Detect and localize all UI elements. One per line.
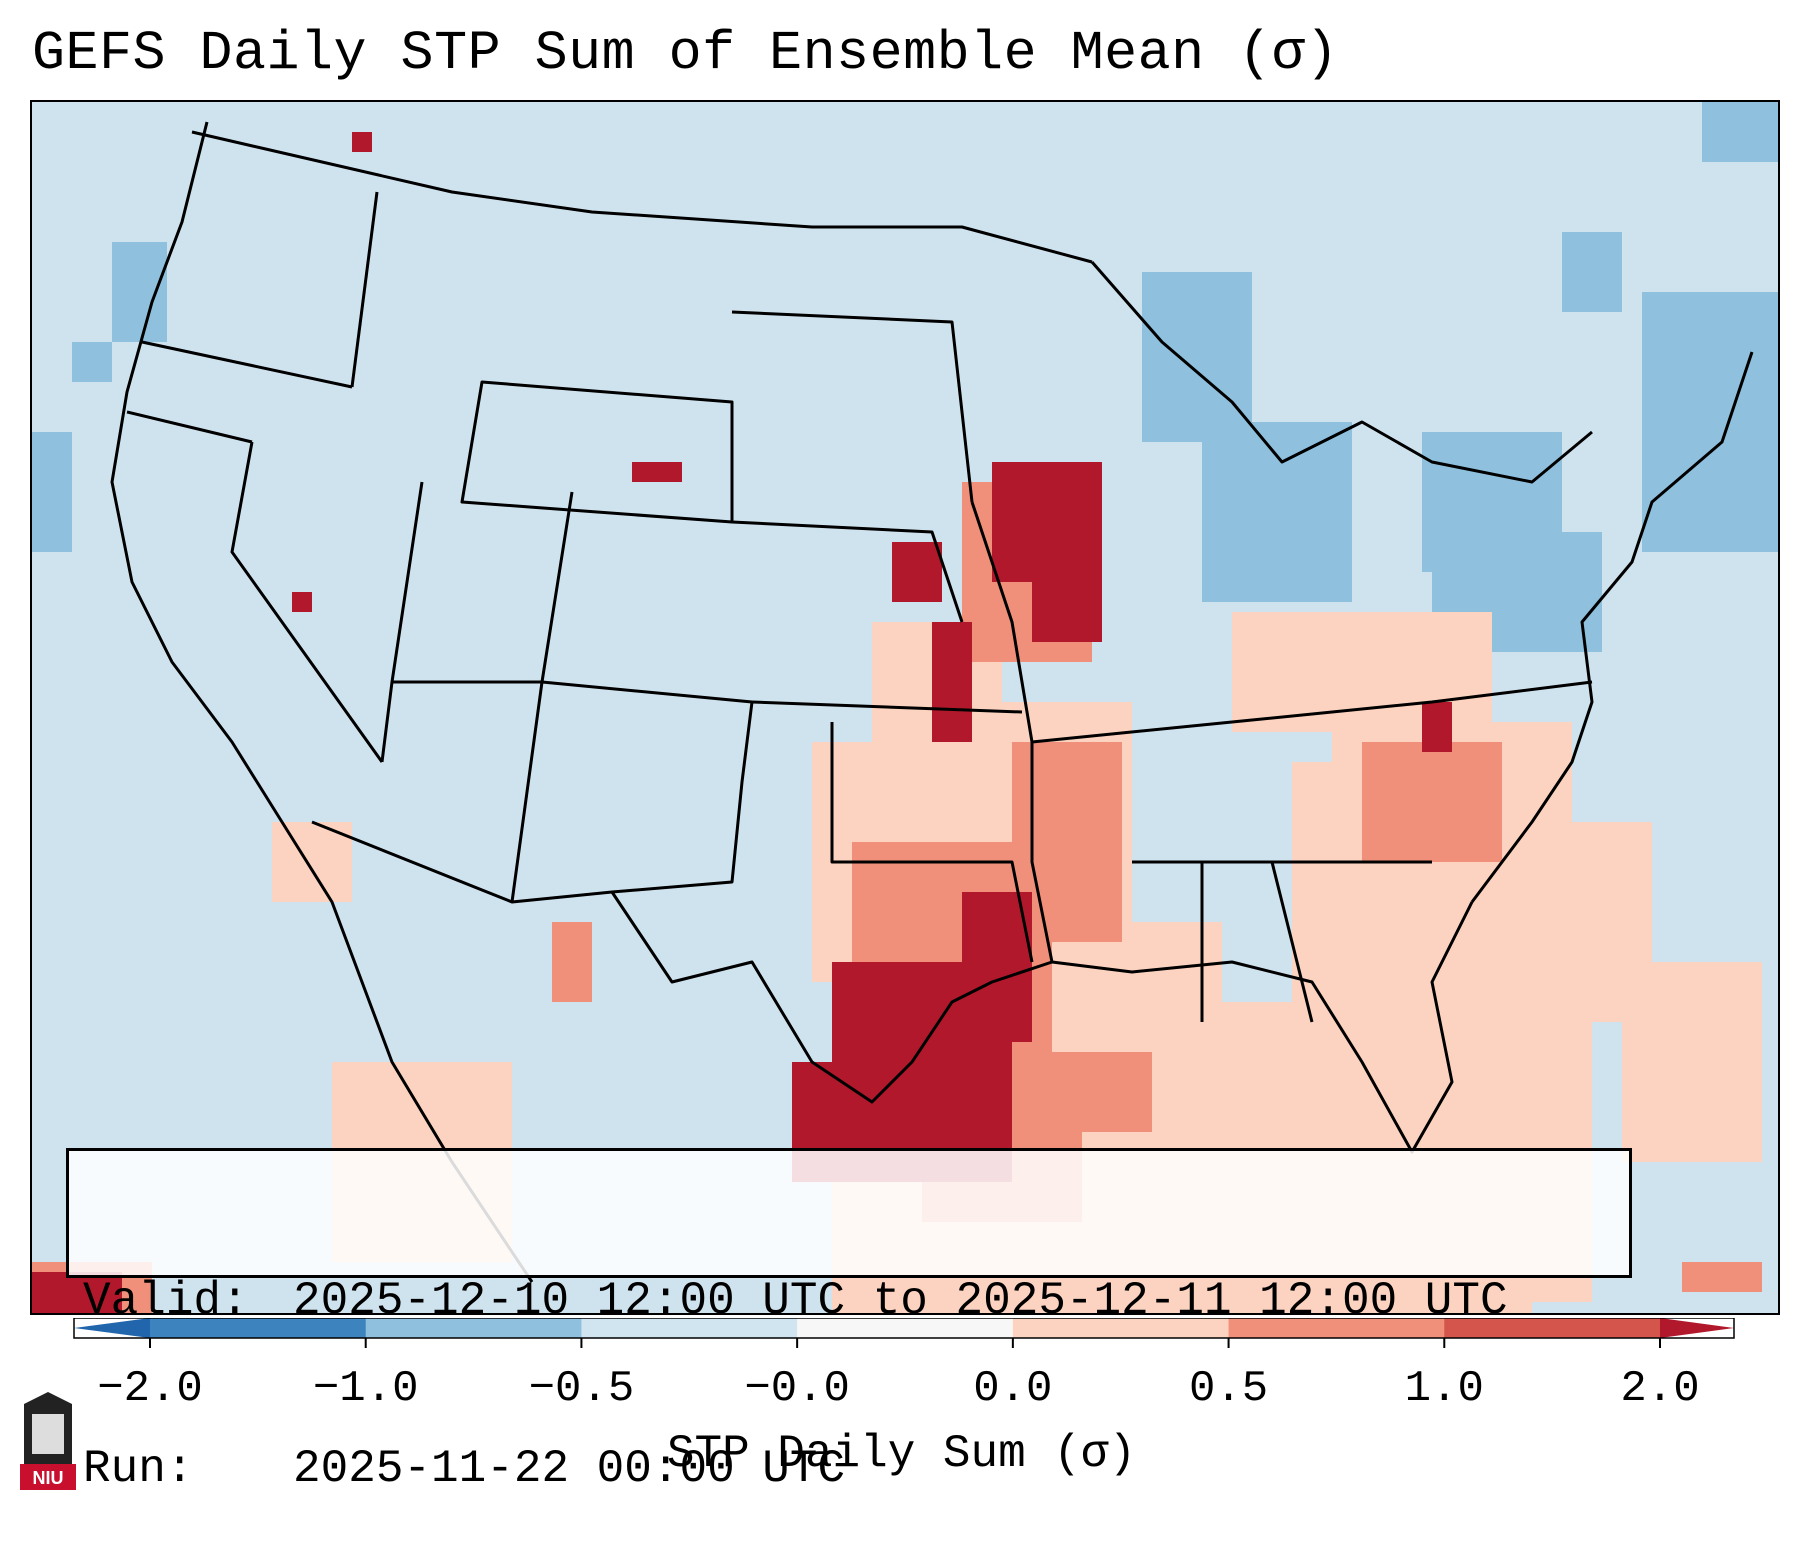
chart-title: GEFS Daily STP Sum of Ensemble Mean (σ) bbox=[32, 22, 1339, 85]
mid-pos-coast bbox=[1032, 1052, 1152, 1132]
colorbar-tick-label: −2.0 bbox=[97, 1364, 203, 1414]
texas-outline bbox=[610, 891, 1053, 1104]
west-coast bbox=[110, 121, 534, 1283]
colorbar-ticks bbox=[149, 1338, 1661, 1348]
max-pos-wyoming bbox=[632, 462, 682, 482]
gulf-coast bbox=[1051, 901, 1474, 1154]
colorbar bbox=[73, 1318, 1735, 1348]
light-pos-caribbean bbox=[1622, 962, 1762, 1162]
dakotas bbox=[731, 310, 974, 503]
max-pos-nebraska bbox=[892, 542, 942, 602]
great-lakes bbox=[1090, 261, 1593, 484]
wyoming-box bbox=[460, 380, 734, 524]
utah-colorado bbox=[540, 491, 574, 683]
max-pos-wisconsin bbox=[1032, 532, 1102, 642]
neg-patch-new-england bbox=[1642, 292, 1778, 552]
neg-patch-maine bbox=[1702, 102, 1778, 162]
ohio-valley bbox=[1031, 680, 1593, 744]
max-pos-pacific bbox=[32, 1272, 122, 1313]
neg-patch-pacific-west bbox=[32, 432, 72, 552]
mid-pos-caribbean-east bbox=[1682, 1262, 1762, 1292]
run-row: Run: 2025-11-22 00:00 UTC bbox=[83, 1441, 1615, 1497]
neg-patch-pacific-nw bbox=[112, 242, 167, 342]
logo-badge bbox=[20, 1464, 76, 1490]
logo-tower-window bbox=[32, 1414, 64, 1454]
colorbar-over-arrow bbox=[1660, 1318, 1734, 1338]
az-nm bbox=[510, 681, 544, 903]
neg-patch-pacific bbox=[72, 342, 112, 382]
colorbar-tick-label: 0.5 bbox=[1188, 1364, 1269, 1414]
colorbar-label: STP Daily Sum (σ) bbox=[666, 1428, 1137, 1480]
max-pos-north-texas bbox=[962, 892, 1032, 1042]
colorbar-tick-label: −0.0 bbox=[744, 1364, 850, 1414]
max-pos-washington bbox=[352, 132, 372, 152]
max-pos-virginia bbox=[1422, 702, 1452, 752]
light-pos-socal bbox=[272, 822, 352, 902]
colorbar-outline bbox=[73, 1318, 1735, 1339]
colorbar-segment bbox=[1444, 1318, 1661, 1338]
colorbar-tick-label: −0.5 bbox=[528, 1364, 635, 1414]
max-pos-kansas bbox=[932, 622, 972, 742]
colorbar-tick-label: 0.0 bbox=[973, 1364, 1053, 1414]
oregon-california bbox=[126, 410, 253, 444]
colorbar-segment bbox=[581, 1318, 798, 1338]
colorbar-tick-label: 2.0 bbox=[1620, 1364, 1700, 1414]
colorbar-segment bbox=[1228, 1318, 1445, 1338]
colorbar-tick-label: −1.0 bbox=[312, 1364, 419, 1414]
logo-tower-roof bbox=[24, 1392, 72, 1404]
washington-oregon bbox=[141, 340, 353, 389]
mexico-border bbox=[311, 701, 754, 904]
colorbar-segment bbox=[365, 1318, 582, 1338]
run-label: Run: bbox=[83, 1443, 194, 1495]
neg-patch-lake-michigan bbox=[1202, 422, 1352, 602]
georgia-line bbox=[1270, 861, 1314, 1023]
colorbar-tick-label: 1.0 bbox=[1404, 1364, 1484, 1414]
mid-pos-carolina bbox=[1362, 742, 1502, 862]
california-nevada bbox=[230, 441, 384, 763]
max-pos-nevada bbox=[292, 592, 312, 612]
valid-run-box: Valid: 2025-12-10 12:00 UTC to 2025-12-11… bbox=[66, 1148, 1632, 1495]
colorbar-segment bbox=[150, 1318, 367, 1338]
map-panel bbox=[30, 100, 1780, 1315]
idaho bbox=[350, 191, 379, 388]
atlantic-coast bbox=[1470, 351, 1754, 903]
kansas-oklahoma bbox=[751, 700, 1023, 714]
neg-patch-quebec bbox=[1562, 232, 1622, 312]
boundary-lines bbox=[110, 121, 1754, 1283]
negative-anomaly-layer bbox=[32, 102, 1778, 652]
canada-border bbox=[191, 130, 1093, 264]
logo-text: NIU bbox=[33, 1468, 64, 1488]
colorbar-under-arrow bbox=[74, 1318, 150, 1338]
colorbar-segment bbox=[1012, 1318, 1230, 1338]
nevada-utah bbox=[380, 481, 424, 763]
mid-pos-mexico-north bbox=[552, 922, 592, 1002]
map-canvas bbox=[32, 102, 1778, 1313]
high-positive-layer bbox=[32, 132, 1452, 1313]
light-pos-tennessee bbox=[1232, 612, 1492, 732]
oklahoma-texas bbox=[830, 722, 1034, 963]
niu-logo: NIU bbox=[20, 1392, 76, 1490]
colorbar-segment bbox=[797, 1318, 1014, 1338]
colorbar-segments bbox=[150, 1318, 1661, 1338]
neg-patch-lake-superior bbox=[1142, 272, 1252, 442]
run-value: 2025-11-22 00:00 UTC bbox=[293, 1443, 846, 1495]
nebraska-kansas bbox=[731, 520, 964, 623]
colorado-new-mexico bbox=[541, 680, 753, 704]
